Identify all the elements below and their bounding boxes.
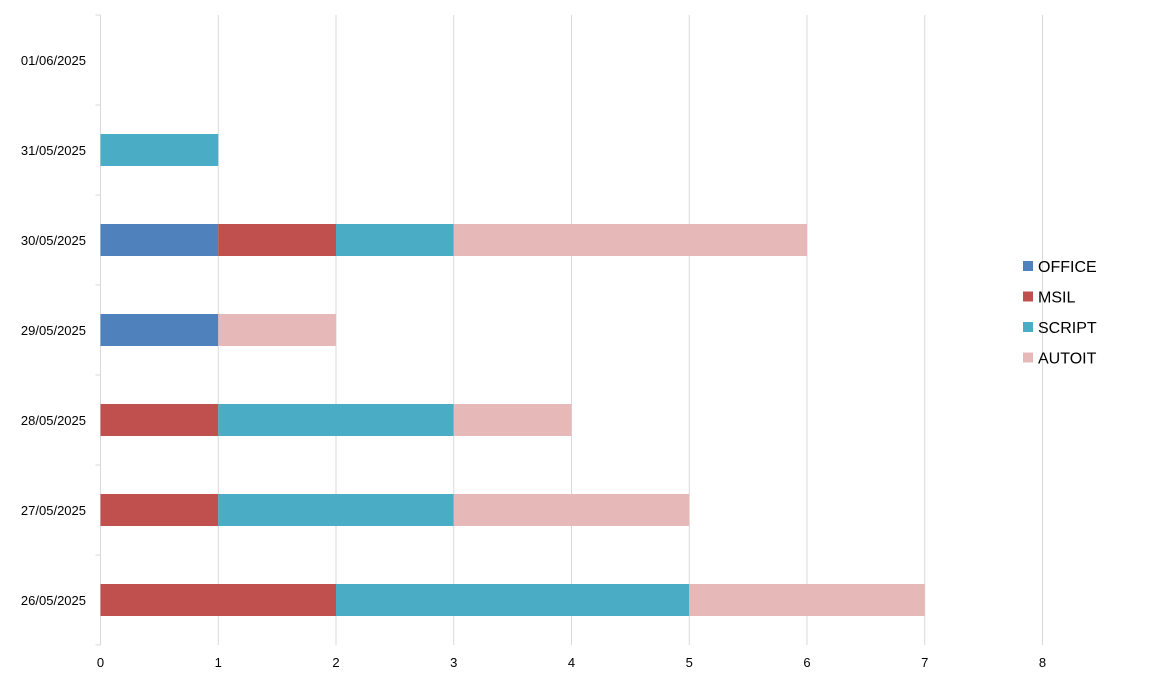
y-tick-label: 30/05/2025 — [21, 233, 86, 248]
legend-item-autoit[interactable]: AUTOIT — [1023, 351, 1097, 368]
bar-office — [100, 314, 219, 346]
y-tick-label: 26/05/2025 — [21, 593, 86, 608]
y-tick-label: 27/05/2025 — [21, 503, 86, 518]
gridlines — [217, 15, 1043, 645]
bar-script — [336, 584, 690, 616]
legend-item-office[interactable]: OFFICE — [1023, 259, 1097, 276]
bar-autoit — [689, 584, 925, 616]
bar-msil — [100, 494, 219, 526]
x-tick-label: 7 — [921, 655, 928, 670]
category-axis — [95, 14, 101, 646]
legend[interactable]: OFFICE MSIL SCRIPT AUTOIT — [1023, 259, 1097, 368]
x-tick-label: 6 — [803, 655, 810, 670]
bar-script — [336, 224, 454, 256]
x-tick-label: 0 — [97, 655, 104, 670]
bar-autoit — [218, 314, 336, 346]
value-axis-tick-labels: 0 1 2 3 4 5 6 7 8 — [97, 655, 1046, 670]
legend-item-msil[interactable]: MSIL — [1023, 290, 1075, 307]
y-tick-label: 28/05/2025 — [21, 413, 86, 428]
x-tick-label: 5 — [686, 655, 693, 670]
bar-msil — [218, 224, 336, 256]
legend-swatch — [1023, 352, 1033, 363]
bar-msil — [100, 584, 336, 616]
bar-script — [218, 494, 454, 526]
y-tick-label: 01/06/2025 — [21, 53, 86, 68]
y-tick-label: 29/05/2025 — [21, 323, 86, 338]
legend-swatch — [1023, 291, 1033, 302]
y-tick-label: 31/05/2025 — [21, 143, 86, 158]
legend-swatch — [1023, 322, 1033, 332]
category-axis-tick-labels: 26/05/2025 27/05/2025 28/05/2025 29/05/2025… — [21, 53, 86, 608]
legend-swatch — [1023, 261, 1033, 271]
x-tick-label: 2 — [332, 655, 339, 670]
bar-autoit — [453, 404, 572, 436]
bar-msil — [100, 404, 219, 436]
bars — [100, 134, 925, 616]
legend-label: OFFICE — [1038, 259, 1097, 276]
x-tick-label: 4 — [568, 655, 575, 670]
bar-script — [100, 134, 219, 166]
bar-office — [100, 224, 219, 256]
bar-autoit — [453, 494, 690, 526]
legend-label: AUTOIT — [1038, 351, 1097, 368]
legend-item-script[interactable]: SCRIPT — [1023, 320, 1097, 337]
x-tick-label: 1 — [215, 655, 222, 670]
x-tick-label: 3 — [450, 655, 457, 670]
legend-label: MSIL — [1038, 290, 1075, 307]
bar-script — [218, 404, 454, 436]
x-tick-label: 8 — [1039, 655, 1046, 670]
bar-autoit — [453, 224, 807, 256]
legend-label: SCRIPT — [1038, 320, 1097, 337]
